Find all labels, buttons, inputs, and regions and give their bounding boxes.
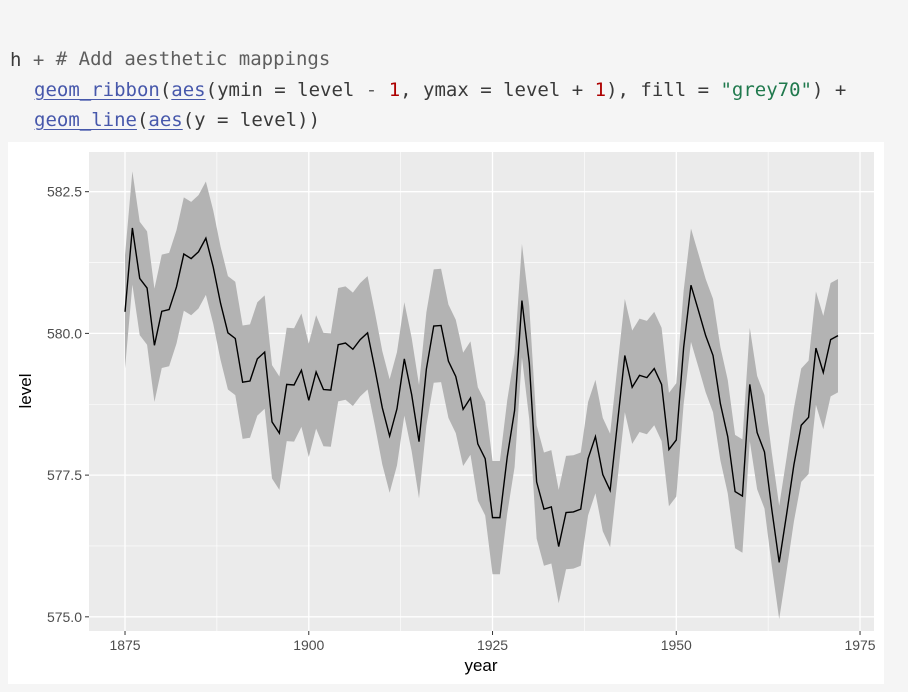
code-args: , ymax = level + <box>400 79 595 101</box>
y-tick-label: 582.5 <box>47 184 82 200</box>
x-tick-label: 1950 <box>661 637 692 653</box>
x-tick-label: 1900 <box>293 637 324 653</box>
y-tick-label: 580.0 <box>47 325 82 341</box>
code-function-aes[interactable]: aes <box>148 109 183 131</box>
x-axis: 1875 1900 1925 1950 1975 <box>109 631 876 653</box>
code-function-aes[interactable]: aes <box>171 79 206 101</box>
code-paren: ( <box>159 79 172 101</box>
code-paren: ( <box>136 109 149 131</box>
code-function-geom-ribbon[interactable]: geom_ribbon <box>34 79 160 101</box>
code-operator: + <box>21 49 45 71</box>
plot-output: 575.0 577.5 580.0 582.5 1875 1900 1925 1950 197… <box>8 142 884 684</box>
y-tick-label: 575.0 <box>47 609 82 625</box>
level-line <box>124 227 839 563</box>
ribbon-band <box>125 171 838 620</box>
code-function-geom-line[interactable]: geom_line <box>34 109 137 131</box>
code-args: ), fill = <box>606 79 721 101</box>
code-object: h <box>10 49 22 71</box>
code-line-1: # Add aesthetic mappings <box>10 14 331 104</box>
code-block: # Add aesthetic mappings h + geom_ribbon… <box>0 0 908 140</box>
x-tick-label: 1925 <box>477 637 508 653</box>
y-axis: 575.0 577.5 580.0 582.5 <box>47 184 89 625</box>
code-comment: # Add aesthetic mappings <box>55 48 331 70</box>
x-axis-label: year <box>464 656 497 675</box>
x-tick-label: 1975 <box>844 637 875 653</box>
code-string: "grey70" <box>720 79 812 101</box>
code-line-2: h + <box>10 45 44 75</box>
y-axis-label: level <box>16 374 35 409</box>
code-line-3: geom_ribbon(aes(ymin = level - 1, ymax =… <box>34 75 846 105</box>
code-minus: - <box>365 79 378 101</box>
x-tick-label: 1875 <box>109 637 140 653</box>
panel-background <box>89 152 874 631</box>
y-tick-label: 577.5 <box>47 467 82 483</box>
code-args: ) + <box>811 79 847 101</box>
code-number: 1 <box>594 79 607 101</box>
code-number: 1 <box>388 79 401 101</box>
code-args: (y = level)) <box>182 109 321 131</box>
chart: 575.0 577.5 580.0 582.5 1875 1900 1925 1950 197… <box>16 152 876 675</box>
code-line-4: geom_line(aes(y = level)) <box>34 105 320 135</box>
code-args: (ymin = level <box>205 79 366 101</box>
